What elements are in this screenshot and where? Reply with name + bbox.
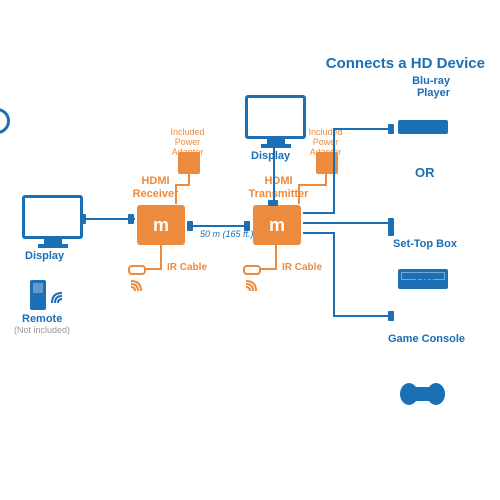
connector: [187, 221, 193, 231]
cable: [333, 232, 335, 317]
connector: [268, 140, 278, 146]
cable: [303, 212, 333, 214]
cable: [303, 232, 333, 234]
cable: [80, 218, 135, 220]
gamepad-icon: [400, 381, 445, 406]
connector: [388, 311, 394, 321]
cable: [333, 315, 391, 317]
power-cable: [298, 184, 300, 204]
cable: [333, 128, 391, 130]
console-label: Game Console: [388, 333, 465, 345]
cable: [333, 222, 391, 224]
display-top: [245, 95, 306, 139]
stb-label: Set-Top Box: [393, 238, 457, 250]
ir-sensor-icon: [243, 265, 261, 275]
bluray-icon: [398, 120, 448, 134]
display-top-label: Display: [251, 150, 290, 162]
ir-cable: [160, 245, 162, 270]
connector: [388, 124, 394, 134]
transmitter-box: [253, 205, 301, 245]
ir-label-2: IR Cable: [282, 262, 322, 273]
disc-icon: [0, 108, 10, 134]
display-left-label: Display: [25, 250, 64, 262]
display-left: [22, 195, 83, 239]
wifi-icon: [243, 278, 263, 298]
cable: [273, 138, 275, 203]
power-cable: [175, 184, 177, 204]
wifi-icon: [128, 278, 148, 298]
ir-cable: [275, 245, 277, 270]
connector: [128, 214, 134, 224]
connector: [80, 214, 86, 224]
remote-label: Remote: [22, 313, 62, 325]
remote-icon: [30, 280, 46, 310]
or-label-2: OR: [415, 270, 435, 285]
ir-label-1: IR Cable: [167, 262, 207, 273]
title: Connects a HD Device: [326, 55, 485, 72]
distance-label: 50 m (165 ft.): [200, 230, 254, 240]
cable: [303, 222, 333, 224]
connector: [268, 200, 278, 206]
connector: [388, 226, 394, 236]
power-cable: [175, 184, 190, 186]
wifi-icon: [50, 285, 72, 307]
transmitter-label: HDMI Transmitter: [246, 175, 311, 201]
or-label-1: OR: [415, 165, 435, 180]
ir-sensor-icon: [128, 265, 146, 275]
adapter-icon: [178, 152, 200, 174]
ir-cable: [145, 268, 162, 270]
main-cable: [187, 225, 250, 227]
cable: [333, 128, 335, 214]
ir-cable: [260, 268, 277, 270]
receiver-box: [137, 205, 185, 245]
remote-sublabel: (Not included): [14, 325, 70, 335]
power-cable: [298, 184, 327, 186]
bluray-label: Blu-ray Player: [390, 75, 450, 99]
